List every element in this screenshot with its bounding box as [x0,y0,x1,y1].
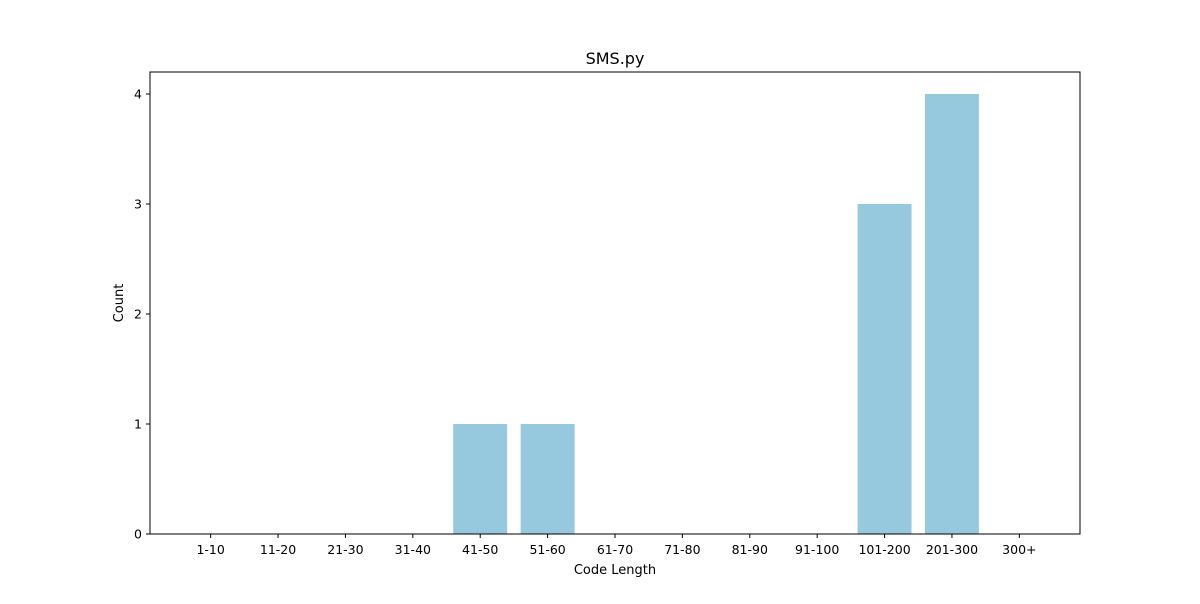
x-tick-label: 61-70 [597,542,633,557]
bar-41-50 [453,424,508,534]
x-tick-label: 71-80 [664,542,700,557]
y-tick-label: 2 [134,307,142,322]
x-tick-label: 11-20 [260,542,296,557]
bar-201-300 [925,94,979,534]
x-axis-ticks: 1-10 11-20 21-30 31-40 41-50 51-60 61-70 71-80 8… [196,534,1037,557]
x-tick-label: 91-100 [795,542,839,557]
bar-51-60 [520,424,575,534]
y-axis-label: Count [112,284,127,323]
x-axis-label: Code Length [574,563,656,578]
bar-101-200 [857,204,912,534]
x-tick-label: 201-300 [926,542,978,557]
x-tick-label: 21-30 [327,542,363,557]
x-tick-label: 1-10 [196,542,224,557]
x-tick-label: 31-40 [395,542,431,557]
chart-title: SMS.py [586,49,645,68]
y-tick-label: 4 [134,87,142,102]
x-tick-label: 81-90 [732,542,768,557]
x-tick-label: 51-60 [529,542,565,557]
y-tick-label: 0 [134,527,142,542]
bars-layer [453,94,979,534]
x-tick-label: 300+ [1002,542,1036,557]
x-tick-label: 41-50 [462,542,498,557]
y-axis-ticks: 0 1 2 3 4 [134,87,150,542]
y-tick-label: 3 [134,197,142,212]
y-tick-label: 1 [134,417,142,432]
x-tick-label: 101-200 [858,542,910,557]
